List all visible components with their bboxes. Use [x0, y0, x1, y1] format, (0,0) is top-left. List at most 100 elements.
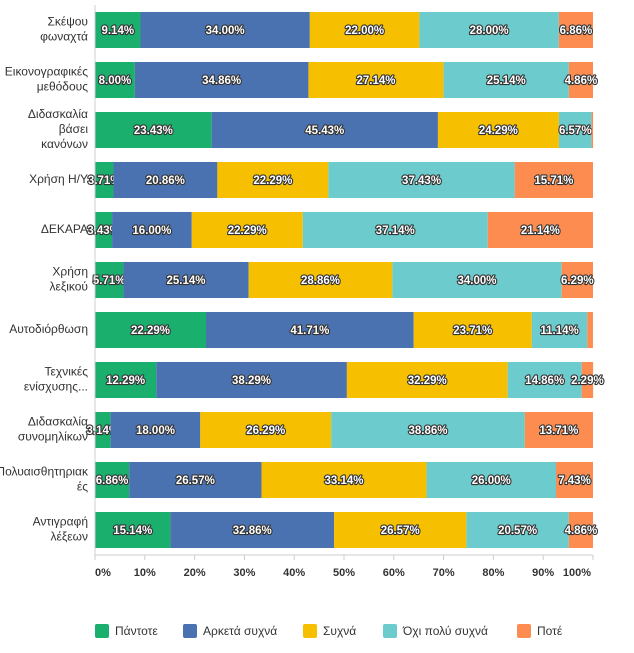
bar-segment — [261, 462, 427, 498]
bar-segment — [248, 262, 393, 298]
legend-item: Όχι πολύ συχνά — [383, 624, 488, 638]
data-label: 6.86% — [560, 25, 593, 37]
bar-segment — [217, 162, 329, 198]
bar-segment — [140, 12, 310, 48]
category-label: συνομηλίκων — [18, 430, 88, 444]
bar-segment — [334, 512, 467, 548]
bar-segment — [112, 212, 192, 248]
x-tick-label: 40% — [283, 567, 305, 579]
data-label: 9.14% — [101, 25, 134, 37]
bar-segment — [555, 462, 593, 498]
data-label: 16.00% — [132, 225, 171, 237]
data-label: 38.29% — [232, 375, 271, 387]
category-label: κανόνων — [41, 137, 88, 151]
bar-segment — [568, 62, 593, 98]
x-tick-label: 30% — [233, 567, 255, 579]
data-label: 23.43% — [134, 125, 173, 137]
legend-swatch — [517, 624, 531, 638]
data-label: 38.86% — [408, 425, 447, 437]
data-label: 41.71% — [290, 325, 329, 337]
category-label: Διδασκαλία — [28, 415, 88, 429]
data-label: 6.29% — [561, 275, 594, 287]
x-tick-label: 70% — [433, 567, 455, 579]
legend-label: Ποτέ — [537, 624, 563, 638]
x-tick-label: 0% — [95, 567, 111, 579]
bar-segment — [443, 62, 569, 98]
data-label: 25.14% — [167, 275, 206, 287]
data-label: 45.43% — [305, 125, 344, 137]
bar-segment — [95, 362, 157, 398]
data-label: 5.71% — [93, 275, 126, 287]
category-label: ές — [77, 480, 88, 494]
category-label: βάσει — [59, 122, 89, 136]
bar-segment — [558, 12, 593, 48]
bar-segment — [191, 212, 303, 248]
data-label: 15.14% — [113, 525, 152, 537]
legend-item: Πάντοτε — [95, 624, 158, 638]
data-label: 26.57% — [176, 475, 215, 487]
category-label: Χρήση Η/Υ — [29, 172, 88, 186]
data-label: 15.71% — [534, 175, 573, 187]
bar-segment — [95, 262, 124, 298]
data-label: 7.43% — [558, 475, 591, 487]
legend-item: Αρκετά συχνά — [183, 624, 277, 638]
legend-swatch — [383, 624, 397, 638]
data-label: 21.14% — [521, 225, 560, 237]
bar-segment — [437, 112, 559, 148]
category-label: ενίσχυσης... — [24, 380, 88, 394]
bar-segment — [346, 362, 508, 398]
data-label: 6.57% — [559, 125, 592, 137]
bar-segment — [568, 512, 593, 548]
legend-swatch — [95, 624, 109, 638]
data-label: 33.14% — [324, 475, 363, 487]
data-label: 4.86% — [565, 525, 598, 537]
bar-segment — [524, 412, 593, 448]
data-label: 32.86% — [233, 525, 272, 537]
bar-segment — [392, 262, 562, 298]
category-label: μεθόδους — [37, 80, 89, 94]
x-tick-label: 50% — [333, 567, 355, 579]
data-label: 25.14% — [487, 75, 526, 87]
data-label: 34.00% — [458, 275, 497, 287]
bar-segment — [558, 112, 592, 148]
bar-segment — [413, 312, 532, 348]
category-label: ΔΕΚΑΡΑ — [41, 222, 88, 236]
legend-item: Ποτέ — [517, 624, 563, 638]
bar-segment — [591, 112, 594, 148]
bar-segment — [308, 62, 444, 98]
data-label: 13.71% — [539, 425, 578, 437]
x-tick-label: 80% — [482, 567, 504, 579]
bar-segment — [123, 262, 249, 298]
data-label: 22.29% — [228, 225, 267, 237]
data-label: 22.29% — [131, 325, 170, 337]
bar-segment — [95, 162, 114, 198]
legend-swatch — [303, 624, 317, 638]
bar-segment — [514, 162, 593, 198]
bar-segment — [200, 412, 332, 448]
data-label: 22.00% — [345, 25, 384, 37]
legend-label: Αρκετά συχνά — [203, 624, 277, 638]
data-label: 28.86% — [301, 275, 340, 287]
x-tick-label: 100% — [563, 567, 591, 579]
data-label: 26.57% — [381, 525, 420, 537]
bar-segment — [561, 262, 593, 298]
data-label: 8.00% — [99, 75, 132, 87]
bar-segment — [531, 312, 588, 348]
x-tick-label: 90% — [532, 567, 554, 579]
data-label: 6.86% — [96, 475, 129, 487]
data-label: 11.14% — [540, 325, 578, 337]
data-label: 27.14% — [357, 75, 396, 87]
data-label: 22.29% — [253, 175, 292, 187]
category-label: λεξικού — [50, 280, 88, 294]
data-label: 20.57% — [498, 525, 537, 537]
bar-segment — [487, 212, 593, 248]
legend-label: Όχι πολύ συχνά — [402, 624, 488, 638]
data-label: 12.29% — [106, 375, 145, 387]
x-tick-label: 10% — [134, 567, 156, 579]
bar-segment — [95, 312, 207, 348]
legend-item: Συχνά — [303, 624, 356, 638]
data-label: 26.29% — [246, 425, 285, 437]
bar-segment — [170, 512, 335, 548]
bar-segment — [95, 112, 212, 148]
